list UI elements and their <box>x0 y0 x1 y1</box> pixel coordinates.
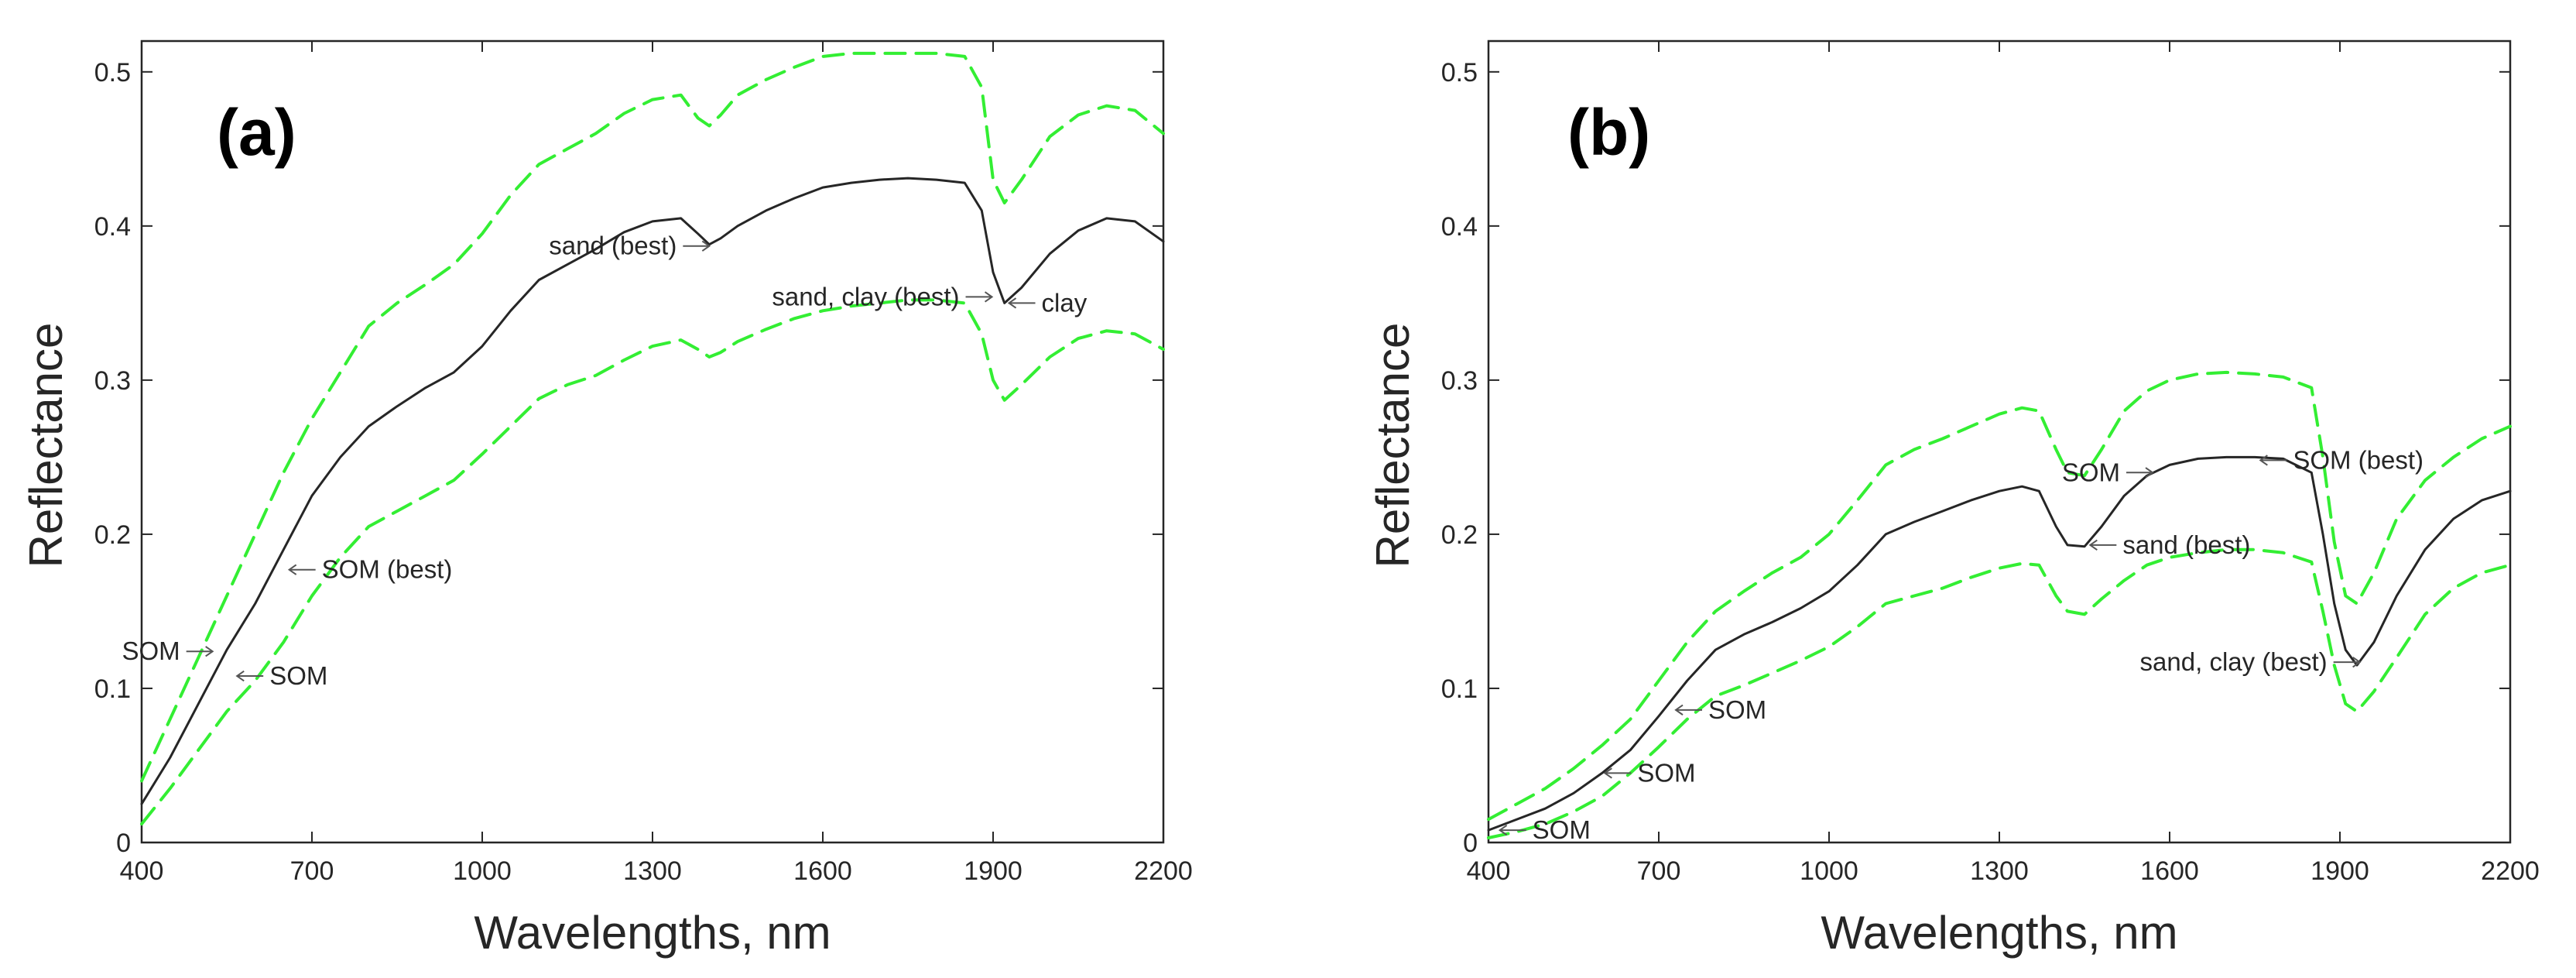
annotation-label-a: sand (best) <box>549 232 677 260</box>
annotation-label-b: SOM <box>1637 758 1695 787</box>
annotation-a: clay <box>1007 288 1088 317</box>
panel-label-a: (a) <box>217 96 296 169</box>
y-tick-label-a: 0.3 <box>94 366 131 396</box>
panel-label-b: (b) <box>1567 96 1650 169</box>
y-tick-label-a: 0 <box>116 829 131 858</box>
annotation-a: SOM <box>235 661 327 690</box>
annotation-arrowhead-b <box>2088 539 2098 551</box>
x-tick-label-a: 1900 <box>964 856 1023 886</box>
y-tick-label-a: 0.2 <box>94 520 131 550</box>
annotation-arrowhead-a <box>205 646 214 657</box>
y-tick-label-b: 0.1 <box>1441 674 1478 704</box>
x-axis-label-b: Wavelengths, nm <box>1821 907 2177 959</box>
annotation-b: SOM <box>2062 458 2154 486</box>
y-tick-label-b: 0.3 <box>1441 366 1478 396</box>
y-tick-label-a: 0.5 <box>94 58 131 88</box>
annotation-arrowhead-a <box>1007 297 1017 309</box>
x-tick-label-b: 400 <box>1467 856 1511 886</box>
series-lower-line-b <box>1487 547 2512 839</box>
x-tick-label-a: 2200 <box>1134 856 1193 886</box>
annotation-b: SOM (best) <box>2259 445 2424 474</box>
y-axis-label-b: Reflectance <box>1367 323 1419 568</box>
x-tick-label-a: 1000 <box>453 856 512 886</box>
series-mean-line-a <box>140 177 1165 805</box>
annotation-label-b: sand (best) <box>2122 530 2250 559</box>
y-tick-label-b: 0 <box>1463 829 1478 858</box>
annotation-arrowhead-b <box>1498 824 1508 836</box>
annotation-b: sand (best) <box>2088 530 2250 559</box>
x-tick-label-b: 1000 <box>1800 856 1858 886</box>
y-tick-label-a: 0.4 <box>94 212 131 242</box>
annotation-label-a: SOM (best) <box>322 555 453 584</box>
series-upper-line-a <box>140 51 1165 783</box>
annotation-a: SOM <box>122 637 214 665</box>
x-tick-label-b: 2200 <box>2481 856 2540 886</box>
annotation-label-b: SOM <box>1533 815 1591 844</box>
x-tick-label-a: 1300 <box>623 856 682 886</box>
annotation-arrowhead-a <box>287 564 297 575</box>
annotation-arrowhead-b <box>2352 657 2362 668</box>
annotation-a: SOM (best) <box>287 555 453 584</box>
x-tick-label-a: 400 <box>120 856 164 886</box>
x-axis-label-a: Wavelengths, nm <box>474 907 831 959</box>
x-tick-label-b: 1300 <box>1970 856 2029 886</box>
annotation-label-b: sand, clay (best) <box>2140 647 2328 676</box>
annotation-a: sand, clay (best) <box>772 282 994 311</box>
annotation-arrowhead-a <box>984 291 994 303</box>
annotation-b: SOM <box>1498 815 1591 844</box>
y-tick-label-b: 0.5 <box>1441 58 1478 88</box>
x-tick-label-a: 700 <box>290 856 334 886</box>
annotation-arrowhead-b <box>2145 467 2154 479</box>
x-tick-label-b: 700 <box>1637 856 1681 886</box>
annotation-a: sand (best) <box>549 232 711 260</box>
y-axis-label-a: Reflectance <box>20 323 72 568</box>
series-upper-line-b <box>1487 370 2512 822</box>
annotation-arrowhead-a <box>701 240 711 252</box>
annotation-b: SOM <box>1674 695 1766 724</box>
series-lower-line-a <box>140 298 1165 826</box>
annotation-arrowhead-b <box>2259 455 2268 466</box>
panel-a: (a) Wavelengths, nm Reflectance 400 700 10… <box>20 39 1193 959</box>
x-tick-label-a: 1600 <box>793 856 852 886</box>
annotation-label-a: clay <box>1042 288 1088 317</box>
annotation-arrowhead-b <box>1603 767 1612 779</box>
annotation-arrowhead-a <box>235 670 245 682</box>
x-tick-label-b: 1900 <box>2311 856 2369 886</box>
annotation-b: sand, clay (best) <box>2140 647 2362 676</box>
annotation-label-b: SOM (best) <box>2293 445 2424 474</box>
series-mean-line-b <box>1487 455 2512 832</box>
annotation-label-a: SOM <box>269 661 327 690</box>
x-tick-label-b: 1600 <box>2140 856 2199 886</box>
annotation-label-a: sand, clay (best) <box>772 282 959 311</box>
annotation-label-b: SOM <box>1708 695 1766 724</box>
y-tick-label-b: 0.4 <box>1441 212 1478 242</box>
panel-b: (b) Wavelengths, nm Reflectance 400 700 10… <box>1367 39 2540 959</box>
y-tick-label-a: 0.1 <box>94 674 131 704</box>
annotation-label-b: SOM <box>2062 458 2120 486</box>
y-tick-label-b: 0.2 <box>1441 520 1478 550</box>
annotation-b: SOM <box>1603 758 1696 787</box>
annotation-label-a: SOM <box>122 637 180 665</box>
annotation-arrowhead-b <box>1674 704 1684 715</box>
